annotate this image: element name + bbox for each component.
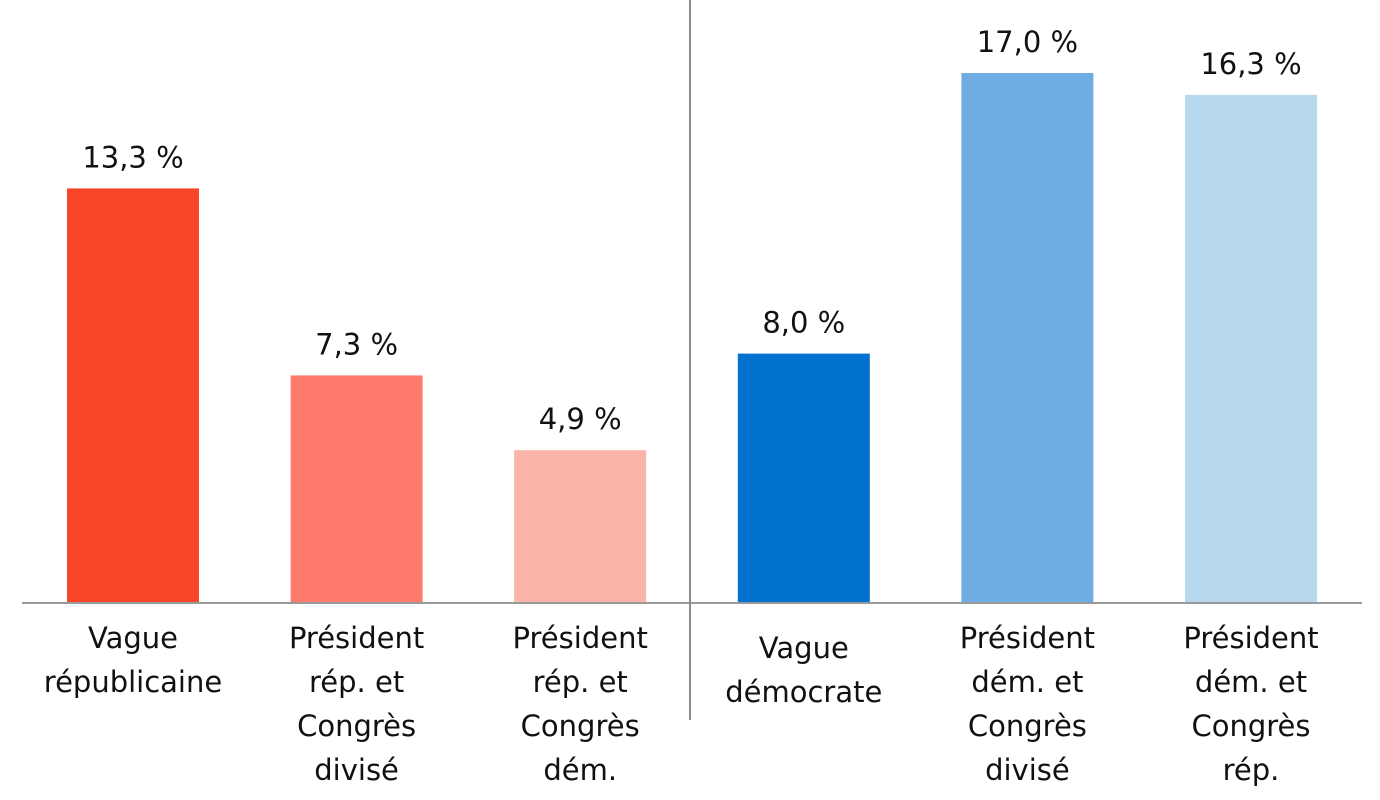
bar-3 [514,450,647,603]
category-label-4: Vague démocrate [725,631,882,709]
category-label-4-line-2: démocrate [725,675,882,709]
category-label-3-line-3: Congrès [521,709,640,743]
category-label-6-line-4: rép. [1223,753,1280,787]
category-label-5-line-3: Congrès [968,709,1087,743]
category-label-5-line-4: divisé [985,753,1070,787]
category-label-3-line-1: Président [513,621,648,655]
category-label-6-line-1: Président [1183,621,1318,655]
category-label-2-line-3: Congrès [297,709,416,743]
category-label-1-line-1: Vague [88,621,178,655]
value-labels-group: 13,3 % 7,3 % 4,9 % 8,0 % 17,0 % 16,3 % [82,25,1301,436]
category-label-5: Président dém. et Congrès divisé [960,621,1095,787]
bar-5 [961,73,1094,603]
category-label-5-line-1: Président [960,621,1095,655]
category-label-2: Président rép. et Congrès divisé [289,621,424,787]
value-label-3: 4,9 % [539,402,622,436]
category-labels-group: Vague républicaine Président rép. et Congrès… [44,621,1319,787]
value-label-2: 7,3 % [315,327,398,361]
category-label-5-line-2: dém. et [971,665,1083,699]
bar-1 [67,188,199,603]
value-label-4: 8,0 % [762,306,845,340]
category-label-6: Président dém. et Congrès rép. [1183,621,1318,787]
category-label-4-line-1: Vague [759,631,849,665]
category-label-3-line-4: dém. [543,753,617,787]
category-label-2-line-4: divisé [314,753,399,787]
value-label-6: 16,3 % [1200,47,1301,81]
bar-2 [290,375,423,603]
category-label-1: Vague républicaine [44,621,222,699]
category-label-2-line-2: rép. et [309,665,404,699]
category-label-6-line-3: Congrès [1191,709,1310,743]
category-label-1-line-2: républicaine [44,665,222,699]
category-label-3: Président rép. et Congrès dém. [513,621,648,787]
value-label-5: 17,0 % [977,25,1078,59]
category-label-3-line-2: rép. et [533,665,628,699]
category-label-6-line-2: dém. et [1195,665,1307,699]
bar-4 [737,353,870,603]
category-label-2-line-1: Président [289,621,424,655]
bar-6 [1185,94,1317,604]
value-label-1: 13,3 % [82,140,183,174]
bars-group [67,73,1317,604]
